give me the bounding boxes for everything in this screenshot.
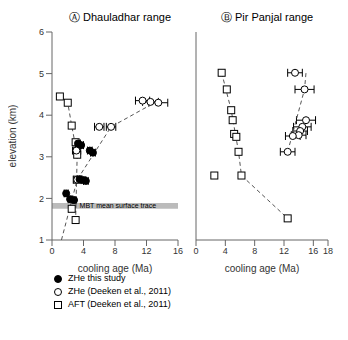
svg-text:4: 4: [81, 246, 86, 256]
html-text:ZHe (Deeken et al., 2011): ZHe (Deeken et al., 2011): [68, 286, 171, 296]
svg-text:1: 1: [39, 235, 44, 245]
svg-text:16: 16: [173, 246, 183, 256]
svg-text:elevation (km): elevation (km): [8, 105, 18, 168]
svg-text:2: 2: [39, 194, 44, 204]
svg-text:3: 3: [39, 152, 44, 162]
svg-text:cooling age (Ma): cooling age (Ma): [225, 263, 299, 274]
svg-text:0: 0: [49, 246, 54, 256]
html-text:Ⓑ Pir Panjal range: Ⓑ Pir Panjal range: [220, 11, 314, 23]
svg-text:18: 18: [323, 246, 333, 256]
html-text:Ⓐ Dhauladhar range: Ⓐ Dhauladhar range: [68, 11, 172, 23]
svg-text:6: 6: [39, 27, 44, 37]
svg-text:0: 0: [193, 246, 198, 256]
svg-text:4: 4: [223, 246, 228, 256]
svg-text:4: 4: [39, 110, 44, 120]
svg-text:8: 8: [112, 246, 117, 256]
svg-text:12: 12: [141, 246, 151, 256]
html-text:AFT (Deeken et al., 2011): AFT (Deeken et al., 2011): [68, 299, 171, 309]
svg-text:12: 12: [279, 246, 289, 256]
svg-text:8: 8: [252, 246, 257, 256]
html-text:ZHe this study: ZHe this study: [68, 273, 126, 283]
svg-text:cooling age (Ma): cooling age (Ma): [78, 263, 152, 274]
svg-text:16: 16: [308, 246, 318, 256]
svg-text:5: 5: [39, 69, 44, 79]
svg-text:MBT mean surface trace: MBT mean surface trace: [80, 202, 157, 209]
